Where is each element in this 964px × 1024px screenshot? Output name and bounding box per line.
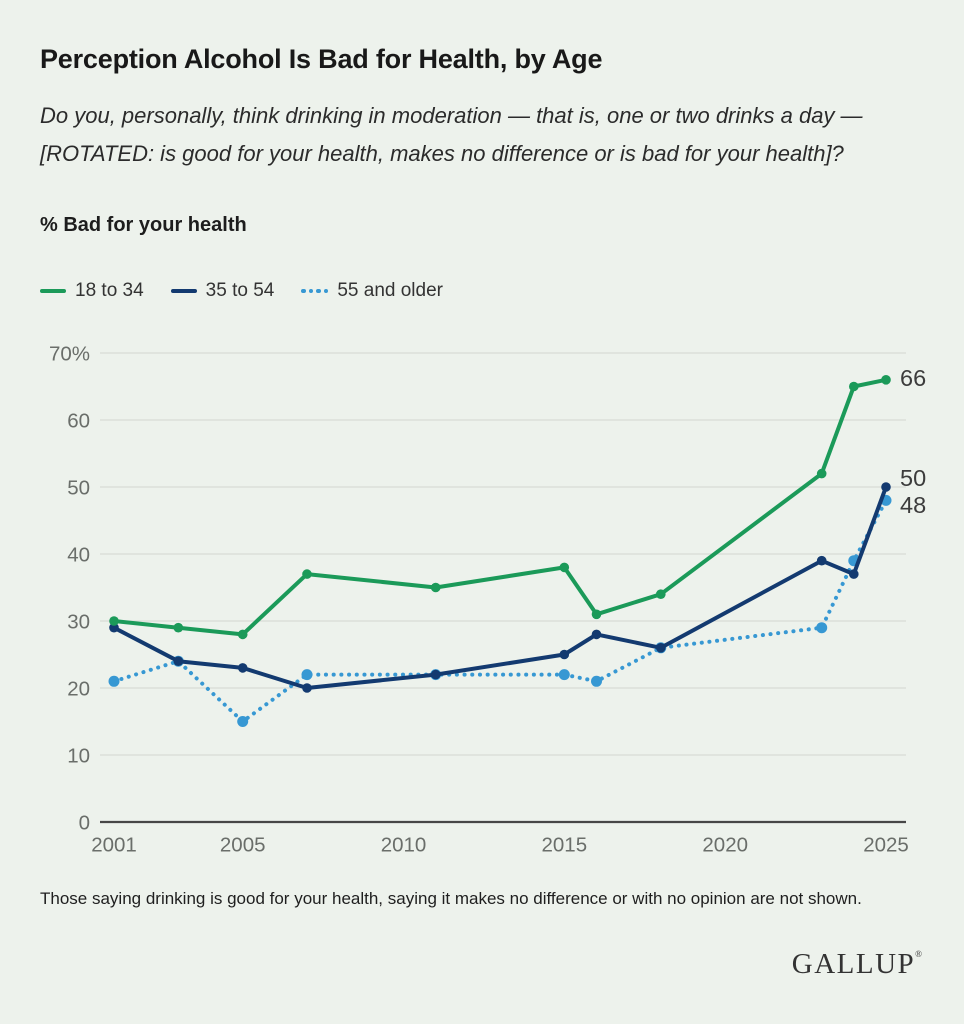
y-tick-label-70: 70% <box>49 343 90 366</box>
data-point-55-and-older-2016 <box>591 675 602 687</box>
data-point-35-to-54-2007 <box>302 683 312 693</box>
data-point-35-to-54-2003 <box>173 656 184 666</box>
legend-item-18-to-34: 18 to 34 <box>40 280 144 302</box>
end-label-55-and-older: 48 <box>900 492 926 518</box>
data-point-35-to-54-2001 <box>109 622 119 633</box>
x-tick-label-2001: 2001 <box>91 834 137 857</box>
y-tick-label-40: 40 <box>67 544 90 567</box>
x-tick-label-2015: 2015 <box>541 834 587 857</box>
y-tick-label-60: 60 <box>67 410 90 433</box>
end-label-35-to-54: 50 <box>900 465 926 491</box>
x-tick-label-2025: 2025 <box>863 834 909 857</box>
gallup-logo: GALLUP® <box>792 948 922 981</box>
data-point-35-to-54-2023 <box>816 555 827 566</box>
data-point-18-to-34-2024 <box>849 381 859 392</box>
legend-label-18-to-34: 18 to 34 <box>75 280 144 301</box>
data-point-55-and-older-2015 <box>558 669 570 681</box>
data-point-55-and-older-2005 <box>237 716 249 727</box>
data-point-35-to-54-2018 <box>656 643 666 653</box>
data-point-18-to-34-2015 <box>559 562 570 573</box>
legend-swatch-55-and-older <box>301 288 329 294</box>
x-tick-label-2020: 2020 <box>702 834 748 857</box>
legend-dot-icon <box>308 288 314 294</box>
data-point-18-to-34-2003 <box>173 622 184 633</box>
legend: 18 to 34 35 to 54 55 and older <box>40 280 443 302</box>
footnote: Those saying drinking is good for your h… <box>40 889 862 908</box>
y-tick-label-10: 10 <box>67 745 90 768</box>
registered-mark-icon: ® <box>915 949 922 959</box>
data-point-18-to-34-2005 <box>237 629 248 640</box>
x-tick-label-2005: 2005 <box>220 834 266 857</box>
data-point-35-to-54-2025 <box>881 482 891 492</box>
data-point-35-to-54-2024 <box>849 569 859 579</box>
data-point-18-to-34-2001 <box>109 616 119 626</box>
legend-label-55-and-older: 55 and older <box>337 280 443 301</box>
measure-label: % Bad for your health <box>40 214 247 236</box>
data-point-55-and-older-2001 <box>108 675 120 687</box>
legend-item-55-and-older: 55 and older <box>301 280 443 302</box>
legend-item-35-to-54: 35 to 54 <box>170 280 275 302</box>
data-point-18-to-34-2018 <box>656 589 666 599</box>
chart-title: Perception Alcohol Is Bad for Health, by… <box>40 44 603 74</box>
data-point-35-to-54-2016 <box>591 629 602 640</box>
data-point-55-and-older-2023 <box>816 622 828 634</box>
series-line-35-to-54 <box>112 485 888 690</box>
legend-swatch-35-to-54 <box>170 289 197 293</box>
data-point-35-to-54-2015 <box>559 649 570 660</box>
legend-label-35-to-54: 35 to 54 <box>205 280 275 301</box>
legend-dot-icon <box>316 288 321 294</box>
y-tick-label-30: 30 <box>67 611 90 634</box>
data-point-18-to-34-2007 <box>302 569 312 579</box>
end-label-18-to-34: 66 <box>900 365 926 391</box>
y-tick-label-0: 0 <box>79 812 90 835</box>
data-point-35-to-54-2011 <box>430 669 441 680</box>
y-tick-label-20: 20 <box>67 678 90 701</box>
gallup-wordmark: GALLUP <box>791 948 916 980</box>
legend-dot-icon <box>323 288 329 294</box>
y-tick-label-50: 50 <box>67 477 90 500</box>
series-line-18-to-34 <box>112 377 888 637</box>
x-tick-label-2010: 2010 <box>381 834 427 857</box>
data-point-18-to-34-2011 <box>430 582 441 593</box>
data-point-18-to-34-2016 <box>591 609 602 620</box>
data-point-18-to-34-2023 <box>816 468 827 479</box>
survey-question: Do you, personally, think drinking in mo… <box>40 103 863 166</box>
data-point-35-to-54-2005 <box>237 663 248 673</box>
legend-dot-icon <box>301 288 306 294</box>
data-point-18-to-34-2025 <box>881 375 891 385</box>
legend-swatch-18-to-34 <box>40 289 66 293</box>
data-point-55-and-older-2007 <box>301 669 313 681</box>
